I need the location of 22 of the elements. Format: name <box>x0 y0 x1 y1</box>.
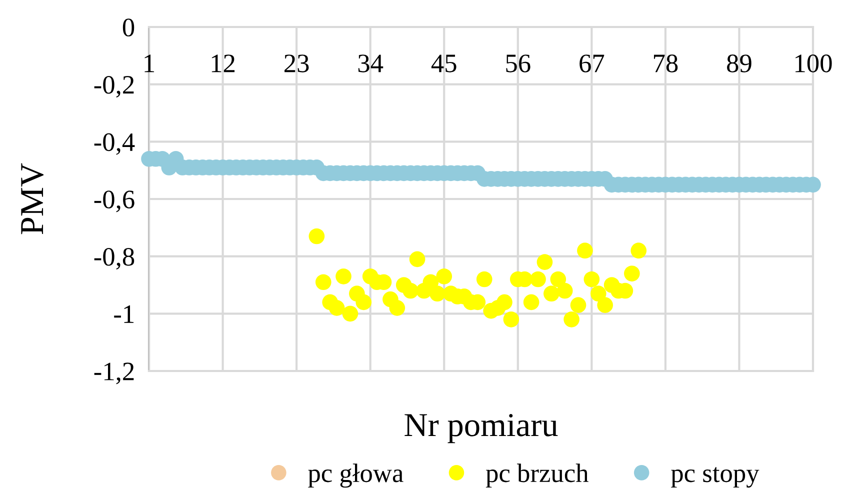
x-tick-label: 34 <box>358 54 384 72</box>
x-tick-label: 12 <box>212 54 235 72</box>
legend-label: pc stopy <box>671 467 760 488</box>
y-tick-label: -1,2 <box>94 362 134 384</box>
y-tick-label: -0,6 <box>94 190 134 212</box>
y-tick-label: -0,4 <box>94 133 135 155</box>
y-tick-label: -1 <box>114 305 134 323</box>
y-tick-label: -0,2 <box>94 76 134 98</box>
x-tick-label: 67 <box>580 54 604 72</box>
y-axis-title: PMV <box>21 163 44 234</box>
legend-label: pc głowa <box>308 464 404 488</box>
x-tick-label: 100 <box>796 54 832 72</box>
x-axis-title: Nr pomiaru <box>404 414 558 444</box>
x-tick-label: 1 <box>144 54 154 72</box>
x-tick-label: 23 <box>284 54 309 72</box>
y-tick-label: 0 <box>122 18 134 36</box>
x-tick-label: 45 <box>431 54 456 72</box>
y-tick-label: -0,8 <box>94 248 134 270</box>
x-tick-label: 56 <box>506 54 530 72</box>
legend-label: pc brzuch <box>486 464 588 488</box>
x-tick-label: 89 <box>727 54 752 72</box>
x-tick-label: 78 <box>654 54 678 72</box>
